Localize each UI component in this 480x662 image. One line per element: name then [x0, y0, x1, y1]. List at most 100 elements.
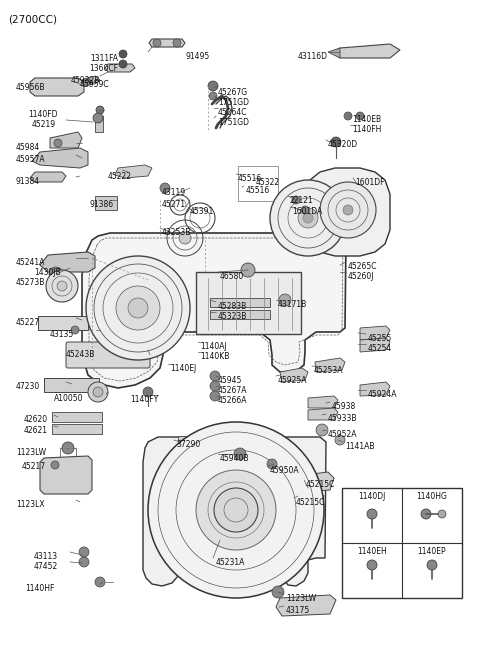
Text: 45952A: 45952A [328, 430, 358, 439]
Text: 37290: 37290 [176, 440, 200, 449]
Text: 1140FY: 1140FY [130, 395, 158, 404]
Text: 91384: 91384 [16, 177, 40, 186]
Text: 1123LX: 1123LX [16, 500, 45, 509]
Polygon shape [308, 396, 338, 408]
Text: 47230: 47230 [16, 382, 40, 391]
Text: 45266A: 45266A [218, 396, 248, 405]
Polygon shape [50, 132, 82, 148]
Text: 45253A: 45253A [314, 366, 344, 375]
Circle shape [119, 60, 127, 68]
Text: 1140HF: 1140HF [25, 584, 54, 593]
Text: 43175: 43175 [286, 606, 310, 615]
Circle shape [46, 270, 78, 302]
Circle shape [210, 381, 220, 391]
Text: 45215C: 45215C [296, 498, 325, 507]
Bar [238, 166, 278, 201]
Circle shape [79, 547, 89, 557]
Bar [95, 116, 103, 132]
Text: 43253B: 43253B [162, 228, 192, 237]
Text: 1141AB: 1141AB [345, 442, 374, 451]
Polygon shape [82, 76, 100, 84]
Circle shape [179, 232, 191, 244]
Circle shape [344, 112, 352, 120]
Text: 45254: 45254 [368, 344, 392, 353]
Text: 47452: 47452 [34, 562, 58, 571]
Polygon shape [360, 382, 390, 396]
Text: 43135: 43135 [50, 330, 74, 339]
Text: 45516: 45516 [246, 186, 270, 195]
Bar [210, 298, 270, 307]
Text: 1123LW: 1123LW [286, 594, 316, 603]
Circle shape [241, 263, 255, 277]
Text: 45222: 45222 [108, 172, 132, 181]
Circle shape [173, 39, 181, 47]
Circle shape [301, 206, 309, 214]
Circle shape [320, 182, 376, 238]
Text: 45241A: 45241A [16, 258, 46, 267]
Text: 43171B: 43171B [278, 300, 307, 309]
Text: 45267A: 45267A [218, 386, 248, 395]
Text: 45932B: 45932B [71, 76, 100, 85]
Text: 45265C: 45265C [348, 262, 377, 271]
Text: 45231A: 45231A [216, 558, 245, 567]
Text: 1140HG: 1140HG [417, 492, 447, 501]
Text: 1360CF: 1360CF [89, 64, 118, 73]
Circle shape [86, 256, 190, 360]
Text: 91495: 91495 [185, 52, 209, 61]
Text: 45945: 45945 [218, 376, 242, 385]
Polygon shape [276, 595, 336, 616]
Polygon shape [315, 358, 345, 372]
Circle shape [79, 557, 89, 567]
Polygon shape [328, 48, 340, 58]
Text: 45924A: 45924A [368, 390, 397, 399]
Circle shape [210, 371, 220, 381]
Text: 45984: 45984 [16, 143, 40, 152]
Text: 1430JB: 1430JB [34, 268, 61, 277]
Polygon shape [40, 252, 95, 272]
Circle shape [279, 294, 291, 306]
Circle shape [210, 391, 220, 401]
Polygon shape [360, 338, 390, 352]
Polygon shape [30, 78, 84, 96]
Circle shape [119, 50, 127, 58]
Bar [44, 378, 99, 392]
Text: 45227: 45227 [16, 318, 40, 327]
Text: 45283B: 45283B [218, 302, 247, 311]
Circle shape [272, 586, 284, 598]
Text: 1123LW: 1123LW [16, 448, 46, 457]
Text: 45940B: 45940B [220, 454, 250, 463]
Text: 45219: 45219 [32, 120, 56, 129]
Polygon shape [115, 165, 152, 178]
Bar [95, 196, 117, 210]
Bar [210, 310, 270, 319]
Circle shape [270, 180, 346, 256]
Text: 1140DJ: 1140DJ [358, 492, 386, 501]
Text: 45243B: 45243B [66, 350, 96, 359]
Bar [342, 488, 462, 598]
Text: 45516: 45516 [238, 174, 262, 183]
Text: 1140FH: 1140FH [352, 125, 382, 134]
Text: A10050: A10050 [54, 394, 84, 403]
Circle shape [303, 213, 313, 223]
Polygon shape [105, 64, 135, 72]
Circle shape [208, 81, 218, 91]
Text: 45938: 45938 [332, 402, 356, 411]
Circle shape [116, 286, 160, 330]
Circle shape [93, 387, 103, 397]
Circle shape [148, 422, 324, 598]
Circle shape [128, 298, 148, 318]
Text: 91386: 91386 [90, 200, 114, 209]
Circle shape [234, 448, 246, 460]
Polygon shape [304, 472, 334, 492]
Circle shape [356, 112, 364, 120]
Text: 45391: 45391 [190, 207, 214, 216]
Circle shape [49, 267, 63, 281]
Circle shape [57, 281, 67, 291]
Circle shape [427, 560, 437, 570]
Circle shape [367, 509, 377, 519]
Text: 45264C: 45264C [218, 108, 248, 117]
Circle shape [51, 461, 59, 469]
Text: 45215C: 45215C [306, 480, 336, 489]
Text: 42620: 42620 [24, 415, 48, 424]
Text: 45925A: 45925A [278, 376, 308, 385]
